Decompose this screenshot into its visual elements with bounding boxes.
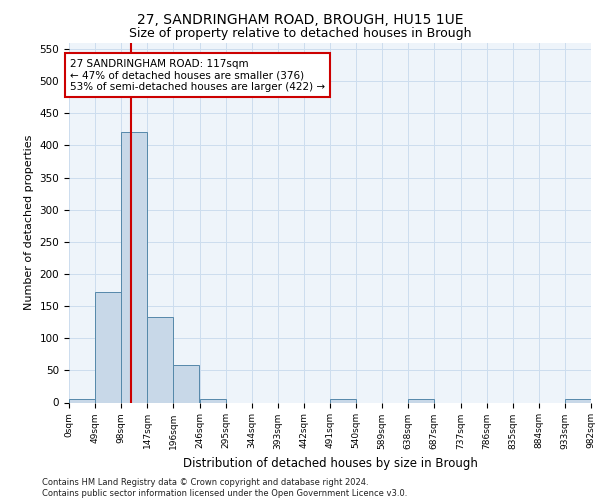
Bar — [121, 132, 147, 402]
Y-axis label: Number of detached properties: Number of detached properties — [24, 135, 34, 310]
Bar — [330, 400, 356, 402]
Bar — [565, 400, 591, 402]
Text: 27, SANDRINGHAM ROAD, BROUGH, HU15 1UE: 27, SANDRINGHAM ROAD, BROUGH, HU15 1UE — [137, 12, 463, 26]
X-axis label: Distribution of detached houses by size in Brough: Distribution of detached houses by size … — [182, 457, 478, 470]
Text: Contains HM Land Registry data © Crown copyright and database right 2024.
Contai: Contains HM Land Registry data © Crown c… — [42, 478, 407, 498]
Bar — [173, 365, 199, 403]
Bar — [200, 400, 226, 402]
Bar — [408, 400, 434, 402]
Text: 27 SANDRINGHAM ROAD: 117sqm
← 47% of detached houses are smaller (376)
53% of se: 27 SANDRINGHAM ROAD: 117sqm ← 47% of det… — [70, 58, 325, 92]
Bar — [69, 400, 95, 402]
Bar — [147, 317, 173, 402]
Bar — [95, 292, 121, 403]
Text: Size of property relative to detached houses in Brough: Size of property relative to detached ho… — [129, 28, 471, 40]
